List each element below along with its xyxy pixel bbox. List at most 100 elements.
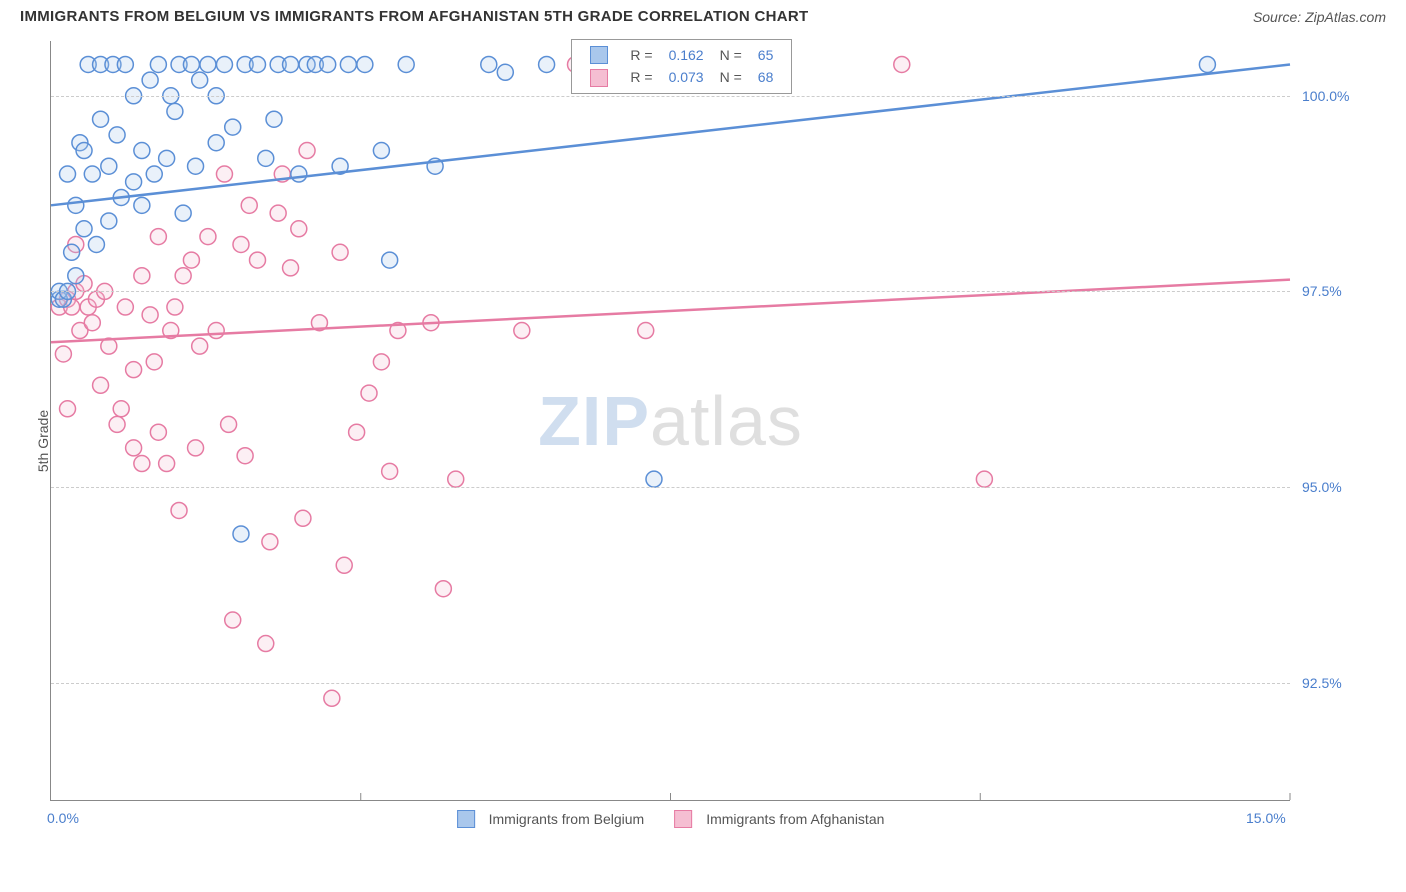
data-point	[126, 440, 142, 456]
data-point	[68, 268, 84, 284]
legend-label: Immigrants from Belgium	[489, 811, 645, 827]
data-point	[142, 307, 158, 323]
data-point	[208, 323, 224, 339]
data-point	[200, 56, 216, 72]
data-point	[291, 221, 307, 237]
data-point	[55, 346, 71, 362]
data-point	[373, 143, 389, 159]
data-point	[233, 526, 249, 542]
n-value: 68	[750, 66, 782, 88]
gridline	[51, 487, 1290, 488]
data-point	[146, 354, 162, 370]
data-point	[894, 56, 910, 72]
data-point	[76, 143, 92, 159]
data-point	[60, 401, 76, 417]
data-point	[241, 197, 257, 213]
data-point	[159, 150, 175, 166]
data-point	[382, 252, 398, 268]
data-point	[382, 463, 398, 479]
legend-swatch	[457, 810, 475, 828]
data-point	[299, 143, 315, 159]
data-point	[117, 299, 133, 315]
data-point	[150, 229, 166, 245]
data-point	[109, 127, 125, 143]
legend-swatch	[590, 69, 608, 87]
data-point	[208, 135, 224, 151]
data-point	[258, 150, 274, 166]
gridline	[51, 291, 1290, 292]
r-value: 0.073	[661, 66, 712, 88]
data-point	[448, 471, 464, 487]
ytick-label: 100.0%	[1302, 88, 1372, 104]
data-point	[481, 56, 497, 72]
ytick-label: 92.5%	[1302, 675, 1372, 691]
data-point	[349, 424, 365, 440]
data-point	[262, 534, 278, 550]
data-point	[109, 416, 125, 432]
data-point	[216, 166, 232, 182]
data-point	[175, 268, 191, 284]
y-axis-label: 5th Grade	[35, 410, 51, 472]
data-point	[134, 197, 150, 213]
data-point	[183, 56, 199, 72]
data-point	[320, 56, 336, 72]
data-point	[336, 557, 352, 573]
data-point	[283, 260, 299, 276]
data-point	[332, 244, 348, 260]
data-point	[200, 229, 216, 245]
data-point	[113, 401, 129, 417]
data-point	[250, 252, 266, 268]
plot-area: ZIPatlas 92.5%95.0%97.5%100.0%0.0%15.0%R…	[50, 41, 1290, 801]
data-point	[192, 72, 208, 88]
data-point	[283, 56, 299, 72]
data-point	[93, 377, 109, 393]
data-point	[258, 636, 274, 652]
trendline	[51, 280, 1290, 343]
data-point	[171, 502, 187, 518]
data-point	[84, 166, 100, 182]
data-point	[76, 221, 92, 237]
xtick-label: 15.0%	[1246, 810, 1286, 826]
data-point	[324, 690, 340, 706]
data-point	[291, 166, 307, 182]
data-point	[101, 213, 117, 229]
n-value: 65	[750, 44, 782, 66]
ytick-label: 97.5%	[1302, 283, 1372, 299]
gridline	[51, 96, 1290, 97]
data-point	[638, 323, 654, 339]
data-point	[361, 385, 377, 401]
data-point	[221, 416, 237, 432]
data-point	[150, 424, 166, 440]
legend-item: Immigrants from Belgium	[457, 810, 645, 828]
data-point	[126, 362, 142, 378]
data-point	[497, 64, 513, 80]
data-point	[188, 158, 204, 174]
data-point	[646, 471, 662, 487]
data-point	[192, 338, 208, 354]
data-point	[142, 72, 158, 88]
ytick-label: 95.0%	[1302, 479, 1372, 495]
data-point	[126, 174, 142, 190]
legend-swatch	[590, 46, 608, 64]
data-point	[88, 236, 104, 252]
data-point	[167, 103, 183, 119]
source-label: Source: ZipAtlas.com	[1253, 9, 1386, 25]
data-point	[295, 510, 311, 526]
data-point	[134, 268, 150, 284]
xtick-label: 0.0%	[47, 810, 79, 826]
data-point	[539, 56, 555, 72]
data-point	[175, 205, 191, 221]
n-label: N =	[712, 66, 750, 88]
data-point	[84, 315, 100, 331]
data-point	[514, 323, 530, 339]
gridline	[51, 683, 1290, 684]
data-point	[1199, 56, 1215, 72]
data-point	[225, 612, 241, 628]
legend-label: Immigrants from Afghanistan	[706, 811, 884, 827]
data-point	[146, 166, 162, 182]
data-point	[64, 244, 80, 260]
data-point	[68, 197, 84, 213]
data-point	[266, 111, 282, 127]
n-label: N =	[712, 44, 750, 66]
data-point	[233, 236, 249, 252]
